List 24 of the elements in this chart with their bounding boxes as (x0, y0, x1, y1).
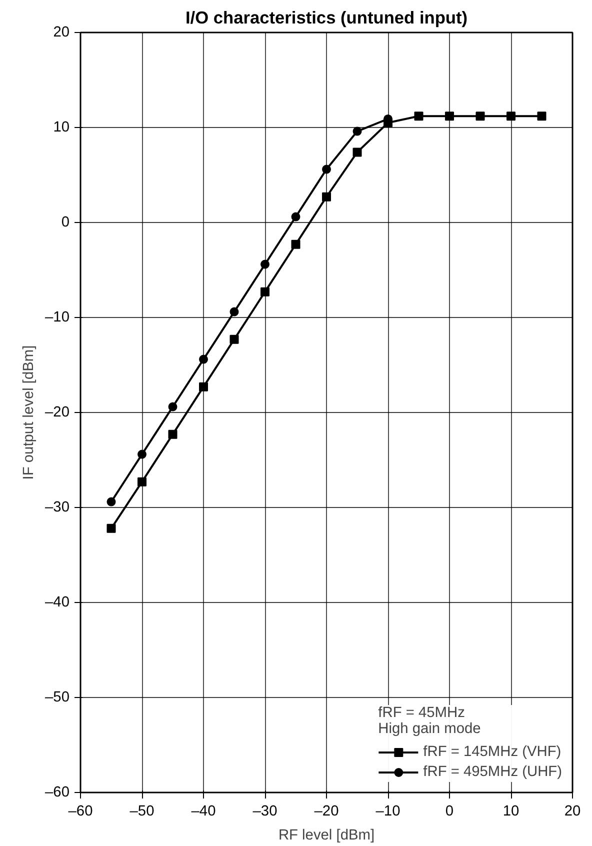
y-tick-label: –10 (45, 310, 70, 326)
x-tick-label: –40 (191, 804, 216, 820)
x-tick-label: –60 (68, 804, 93, 820)
y-tick-label: –40 (45, 594, 70, 610)
legend-title: fRF = 45MHz High gain mode (378, 705, 482, 737)
legend-label: fRF = 495MHz (UHF) (423, 764, 562, 780)
x-tick-label: –20 (314, 804, 339, 820)
x-tick-label: –50 (130, 804, 154, 820)
x-tick-label: –30 (252, 804, 278, 820)
y-tick-label: –50 (45, 690, 70, 706)
y-tick-label: –30 (45, 500, 70, 516)
x-tick-label: 10 (502, 804, 520, 820)
x-axis-title: RF level [dBm] (278, 828, 375, 844)
y-tick-label: –20 (45, 404, 70, 420)
legend-label: fRF = 145MHz (VHF) (423, 744, 562, 760)
y-tick-label: 20 (53, 24, 70, 40)
y-axis-title: IF output level [dBm] (21, 345, 38, 480)
x-tick-label: 20 (564, 804, 581, 820)
chart-title: I/O characteristics (untuned input) (185, 8, 468, 28)
y-tick-label: 0 (61, 214, 70, 230)
y-tick-label: –60 (45, 784, 70, 800)
x-tick-label: –10 (376, 804, 400, 820)
x-tick-label: 0 (445, 804, 454, 820)
y-tick-label: 10 (53, 120, 70, 136)
